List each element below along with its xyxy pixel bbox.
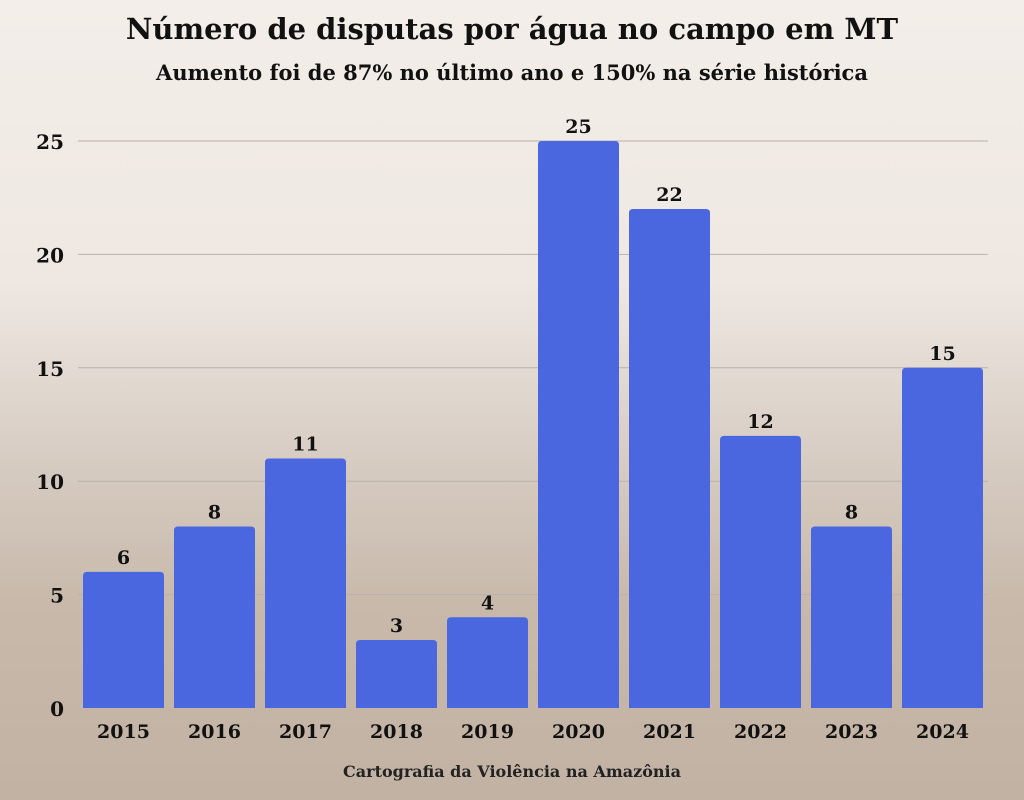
x-tick-label: 2024 [916, 721, 969, 743]
x-tick-label: 2015 [97, 721, 150, 743]
x-tick-label: 2019 [461, 721, 514, 743]
x-tick-label: 2018 [370, 721, 423, 743]
data-label: 4 [481, 592, 494, 614]
data-label: 11 [292, 434, 318, 456]
x-tick-label: 2023 [825, 721, 878, 743]
data-label: 8 [208, 502, 221, 524]
data-label: 3 [390, 615, 403, 637]
data-label: 15 [929, 343, 955, 365]
data-label: 8 [845, 502, 858, 524]
y-tick-label: 0 [50, 697, 64, 721]
bar-2016 [174, 526, 255, 708]
bar-2024 [902, 367, 983, 708]
y-tick-label: 15 [36, 357, 64, 381]
bar-2015 [83, 571, 164, 708]
y-tick-label: 5 [50, 584, 64, 608]
bar-2022 [720, 435, 801, 708]
x-tick-label: 2021 [643, 721, 696, 743]
bar-2017 [265, 458, 346, 708]
bar-2019 [447, 617, 528, 708]
chart-title: Número de disputas por água no campo em … [125, 12, 899, 46]
y-tick-label: 25 [36, 130, 64, 154]
x-tick-label: 2017 [279, 721, 332, 743]
data-label: 22 [656, 184, 682, 206]
data-label: 25 [565, 116, 591, 138]
bar-2020 [538, 141, 619, 708]
bar-2021 [629, 209, 710, 709]
x-tick-label: 2016 [188, 721, 241, 743]
source-caption: Cartografia da Violência na Amazônia [343, 762, 681, 781]
data-label: 12 [747, 411, 773, 433]
bar-2023 [811, 526, 892, 708]
x-tick-label: 2020 [552, 721, 605, 743]
bar-2018 [356, 639, 437, 708]
data-label: 6 [117, 547, 130, 569]
y-tick-label: 20 [36, 243, 64, 267]
y-tick-label: 10 [36, 470, 64, 494]
chart-subtitle: Aumento foi de 87% no último ano e 150% … [156, 60, 868, 85]
x-tick-label: 2022 [734, 721, 787, 743]
